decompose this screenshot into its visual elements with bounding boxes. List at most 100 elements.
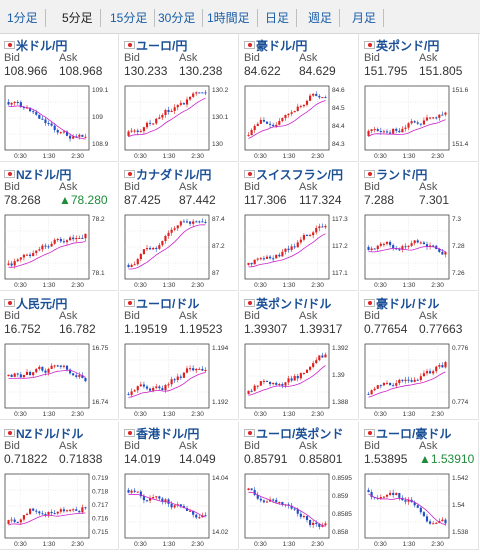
currency-card[interactable]: ユーロ/ドル Bid Ask 1.19519 1.19523 1.194 1.192 0:30… [120, 292, 239, 420]
tab-7[interactable]: 月足 [345, 9, 385, 27]
candle-body [170, 503, 173, 508]
candle-body [133, 390, 136, 392]
tab-1[interactable]: 5分足 [55, 9, 101, 27]
pair-title-link[interactable]: 豪ドル/円 [244, 37, 307, 54]
y-tick-label: 0.719 [92, 475, 109, 482]
pair-title-link[interactable]: ユーロ/ドル [124, 295, 199, 312]
candle-body [438, 114, 441, 118]
y-tick-label: 87.4 [212, 216, 225, 223]
candlestick-chart[interactable]: 117.3 117.2 117.1 0:30 1:30 2:30 [242, 211, 356, 291]
candle-body [22, 107, 25, 109]
pair-title-link[interactable]: スイスフラン/円 [244, 166, 343, 183]
candlestick-chart[interactable]: 78.2 78.1 0:30 1:30 2:30 [2, 211, 116, 291]
currency-card[interactable]: ユーロ/円 Bid Ask 130.233 130.238 130.2 130.1 130 0:… [120, 34, 239, 162]
candle-body [170, 379, 173, 385]
bid-label: Bid [124, 181, 140, 193]
candlestick-chart[interactable]: 1.194 1.192 0:30 1:30 2:30 [122, 340, 236, 420]
candle-body [75, 136, 78, 138]
candle-body [81, 237, 84, 239]
bid-label: Bid [124, 310, 140, 322]
candle-body [50, 365, 53, 369]
x-tick-label: 2:30 [71, 282, 84, 289]
candlestick-chart[interactable]: 1.392 1.39 1.388 0:30 1:30 2:30 [242, 340, 356, 420]
candle-body [56, 511, 59, 514]
currency-card[interactable]: 豪ドル/ドル Bid Ask 0.77654 0.77663 0.776 0.774 0:30… [360, 292, 479, 420]
pair-title-link[interactable]: 英ポンド/ドル [244, 295, 331, 312]
candlestick-chart[interactable]: 84.6 84.5 84.4 84.3 0:30 1:30 2:30 [242, 82, 356, 162]
pair-title-link[interactable]: 人民元/円 [4, 295, 67, 312]
pair-title-link[interactable]: 米ドル/円 [4, 37, 67, 54]
candle-body [309, 235, 312, 237]
currency-card[interactable]: 人民元/円 Bid Ask 16.752 16.782 16.75 16.74 0:30 1:3… [0, 292, 119, 420]
tab-4[interactable]: 1時間足 [200, 9, 258, 27]
candle-body [201, 92, 204, 94]
currency-card[interactable]: 米ドル/円 Bid Ask 108.966 108.968 109.1 109 108.9 0:… [0, 34, 119, 162]
currency-card[interactable]: ユーロ/豪ドル Bid Ask 1.53895 ▲1.53910 1.542 1.54 1.5… [360, 422, 479, 550]
x-tick-label: 2:30 [431, 153, 444, 160]
candle-body [130, 264, 133, 268]
candle-body [370, 248, 373, 250]
candle-body [167, 109, 170, 113]
pair-title-link[interactable]: NZドル/円 [4, 166, 71, 183]
candle-body [290, 378, 293, 381]
currency-card[interactable]: スイスフラン/円 Bid Ask 117.306 117.324 117.3 117.2 11… [240, 163, 359, 291]
tab-6[interactable]: 週足 [301, 9, 341, 27]
candle-body [84, 233, 87, 239]
x-tick-label: 2:30 [191, 411, 204, 418]
candlestick-chart[interactable]: 14.04 14.02 0:30 1:30 2:30 [122, 470, 236, 550]
tab-5[interactable]: 日足 [258, 9, 298, 27]
tab-2[interactable]: 15分足 [103, 9, 156, 27]
pair-title-link[interactable]: 香港ドル/円 [124, 425, 199, 442]
currency-card[interactable]: 香港ドル/円 Bid Ask 14.019 14.049 14.04 14.02 0:30 1:… [120, 422, 239, 550]
candle-body [281, 502, 284, 505]
pair-title-link[interactable]: 豪ドル/ドル [364, 295, 439, 312]
candlestick-chart[interactable]: 7.3 7.28 7.26 0:30 1:30 2:30 [362, 211, 476, 291]
candlestick-chart[interactable]: 1.542 1.54 1.538 0:30 1:30 2:30 [362, 470, 476, 550]
tab-0[interactable]: 1分足 [0, 9, 46, 27]
candlestick-chart[interactable]: 130.2 130.1 130 0:30 1:30 2:30 [122, 82, 236, 162]
candlestick-chart[interactable]: 87.4 87.2 87 0:30 1:30 2:30 [122, 211, 236, 291]
candle-body [10, 374, 13, 377]
candlestick-chart[interactable]: 109.1 109 108.9 0:30 1:30 2:30 [2, 82, 116, 162]
candle-body [410, 243, 413, 246]
candle-body [78, 134, 81, 137]
candle-body [444, 519, 447, 524]
currency-card[interactable]: ランド/円 Bid Ask 7.288 7.301 7.3 7.28 7.26 0:30 1:30… [360, 163, 479, 291]
moving-average-line [8, 512, 86, 526]
currency-card[interactable]: NZドル/円 Bid Ask 78.268 ▲78.280 78.2 78.1 0:30 1:3… [0, 163, 119, 291]
y-tick-label: 0.8595 [332, 475, 352, 482]
currency-card[interactable]: 英ポンド/円 Bid Ask 151.795 151.805 151.6 151.4 0:30… [360, 34, 479, 162]
candle-body [198, 368, 201, 370]
x-tick-label: 2:30 [431, 541, 444, 548]
candle-body [272, 124, 275, 127]
currency-card[interactable]: NZドル/ドル Bid Ask 0.71822 0.71838 0.719 0.718 0.7… [0, 422, 119, 550]
candle-body [127, 131, 130, 136]
candle-body [13, 373, 16, 377]
candlestick-chart[interactable]: 151.6 151.4 0:30 1:30 2:30 [362, 82, 476, 162]
pair-title-link[interactable]: ユーロ/英ポンド [244, 425, 343, 442]
currency-card[interactable]: カナダドル/円 Bid Ask 87.425 87.442 87.4 87.2 87 0:30 1… [120, 163, 239, 291]
candle-body [41, 513, 44, 515]
currency-card[interactable]: 英ポンド/ドル Bid Ask 1.39307 1.39317 1.392 1.39 1.38… [240, 292, 359, 420]
pair-title-link[interactable]: NZドル/ドル [4, 425, 83, 442]
candlestick-chart[interactable]: 0.719 0.718 0.717 0.716 0.715 0:30 1:30 2:30 [2, 470, 116, 550]
pair-title-link[interactable]: 英ポンド/円 [364, 37, 439, 54]
pair-title-link[interactable]: ユーロ/豪ドル [364, 425, 451, 442]
tab-3[interactable]: 30分足 [151, 9, 204, 27]
pair-title-link[interactable]: カナダドル/円 [124, 166, 211, 183]
candle-body [149, 498, 152, 501]
candle-body [259, 119, 262, 124]
x-tick-label: 1:30 [403, 541, 416, 548]
y-tick-label: 1.388 [332, 399, 349, 406]
currency-card[interactable]: 豪ドル/円 Bid Ask 84.622 84.629 84.6 84.5 84.4 84.3 0… [240, 34, 359, 162]
candlestick-chart[interactable]: 0.8595 0.859 0.8585 0.858 0:30 1:30 2:30 [242, 470, 356, 550]
pair-title-link[interactable]: ユーロ/円 [124, 37, 187, 54]
currency-card[interactable]: ユーロ/英ポンド Bid Ask 0.85791 0.85801 0.8595 0.859 0… [240, 422, 359, 550]
candlestick-chart[interactable]: 16.75 16.74 0:30 1:30 2:30 [2, 340, 116, 420]
candle-body [293, 376, 296, 381]
candle-body [195, 368, 198, 371]
candle-body [47, 368, 50, 373]
candlestick-chart[interactable]: 0.776 0.774 0:30 1:30 2:30 [362, 340, 476, 420]
pair-title-link[interactable]: ランド/円 [364, 166, 427, 183]
candle-body [13, 101, 16, 103]
